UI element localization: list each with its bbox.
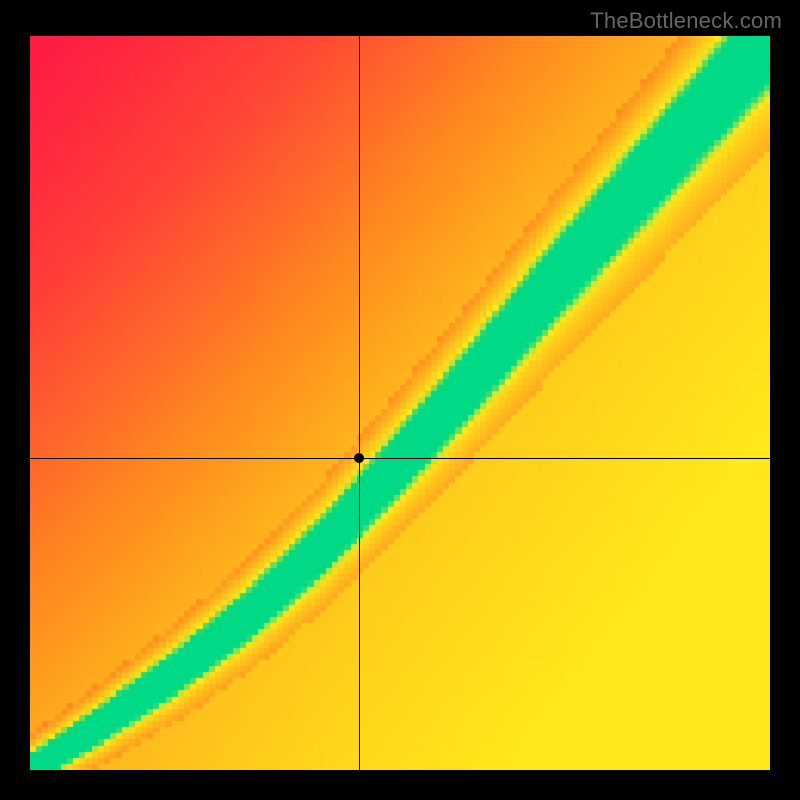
crosshair-horizontal (30, 458, 770, 459)
heatmap-plot (30, 36, 770, 770)
heatmap-canvas (30, 36, 770, 770)
watermark-text: TheBottleneck.com (590, 8, 782, 34)
crosshair-point (354, 453, 364, 463)
crosshair-vertical (359, 36, 360, 770)
figure-frame: TheBottleneck.com (0, 0, 800, 800)
